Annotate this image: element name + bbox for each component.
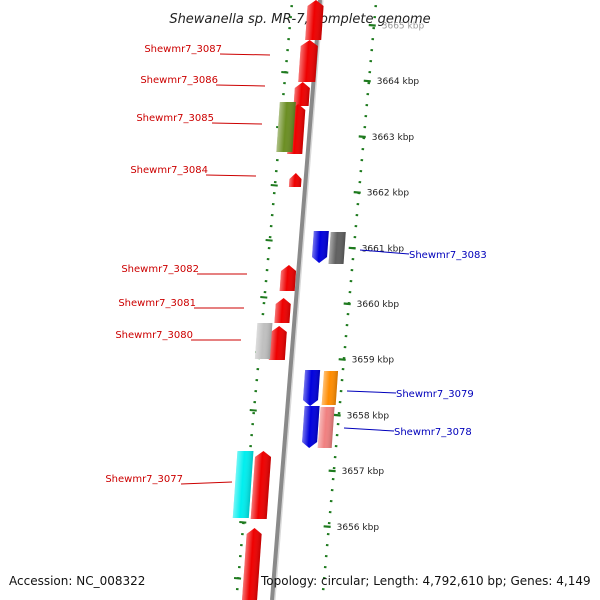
gene-red-feature[interactable] <box>288 173 302 187</box>
label-leader-line <box>219 53 271 56</box>
gene-red-feature[interactable] <box>274 298 291 323</box>
inner-tick-dash <box>260 296 268 299</box>
backbone-line <box>270 0 322 600</box>
inner-tick-dash <box>249 409 257 412</box>
topology-text: Topology: circular; Length: 4,792,610 bp… <box>261 574 591 588</box>
gene-label[interactable]: Shewmr7_3079 <box>396 389 474 400</box>
gene-blue-feature[interactable] <box>302 406 320 448</box>
accession-text: Accession: NC_008322 <box>9 574 146 588</box>
gene-label[interactable]: Shewmr7_3086 <box>140 75 218 86</box>
scale-tick <box>368 23 376 27</box>
scale-label: 3665 kbp <box>382 22 425 32</box>
gene-label[interactable]: Shewmr7_3087 <box>144 44 222 55</box>
inner-tick-dash <box>239 521 247 524</box>
gene-olive-feature[interactable] <box>276 102 296 152</box>
scale-label: 3664 kbp <box>377 77 420 87</box>
scale-label: 3661 kbp <box>362 244 405 254</box>
scale-label: 3663 kbp <box>372 133 415 143</box>
scale-tick <box>358 135 366 139</box>
label-leader-line <box>343 427 395 432</box>
scale-label: 3658 kbp <box>347 411 390 421</box>
gene-red-feature[interactable] <box>279 265 297 291</box>
scale-tick <box>353 191 361 194</box>
scale-label: 3662 kbp <box>367 189 410 199</box>
scale-tick <box>343 302 351 306</box>
scale-tick <box>338 358 346 361</box>
gene-label[interactable]: Shewmr7_3078 <box>394 427 472 438</box>
scale-label: 3656 kbp <box>337 523 380 533</box>
gene-red-feature[interactable] <box>298 40 318 82</box>
inner-tick-dash <box>270 184 278 187</box>
scale-label: 3659 kbp <box>352 356 395 366</box>
gene-cyan-feature[interactable] <box>232 451 254 518</box>
gene-label[interactable]: Shewmr7_3082 <box>121 264 199 275</box>
scale-label: 3660 kbp <box>357 300 400 310</box>
map-title: Shewanella sp. MR-7, complete genome <box>169 12 430 27</box>
inner-tick-dash <box>265 239 273 242</box>
gene-red-feature[interactable] <box>305 0 324 40</box>
gene-labels: Shewmr7_3087 Shewmr7_3086 Shewmr7_3085 Shew… <box>105 44 486 485</box>
scale-tick <box>323 525 331 528</box>
gene-lightgray-feature[interactable] <box>254 323 273 359</box>
scale-tick <box>333 413 341 417</box>
gene-label[interactable]: Shewmr7_3084 <box>130 165 208 176</box>
gene-features <box>232 0 346 600</box>
inner-tick-dash <box>281 71 289 74</box>
gene-red-feature[interactable] <box>242 528 262 600</box>
scale-tick <box>348 246 356 250</box>
gene-label[interactable]: Shewmr7_3083 <box>409 250 487 261</box>
gene-orange-feature[interactable] <box>321 371 339 405</box>
label-leader-line <box>346 390 397 394</box>
scale-tick <box>363 79 371 83</box>
gene-pink-feature[interactable] <box>317 407 335 448</box>
label-leader-line <box>215 84 266 87</box>
gene-red-feature[interactable] <box>268 326 287 360</box>
gene-label[interactable]: Shewmr7_3080 <box>115 330 193 341</box>
scale-tick <box>328 469 336 473</box>
label-leader-line <box>205 174 257 177</box>
inner-tick-dash <box>233 577 242 580</box>
gene-label[interactable]: Shewmr7_3081 <box>118 298 196 309</box>
label-leader-line <box>359 249 410 255</box>
gene-label[interactable]: Shewmr7_3085 <box>136 113 214 124</box>
gene-blue-feature[interactable] <box>312 231 329 263</box>
gene-red-feature[interactable] <box>250 451 272 519</box>
gene-gray-feature[interactable] <box>328 232 346 264</box>
scale-ticks: 3665 kbp 3664 kbp 3663 kbp 3662 kbp 3661 kbp… <box>323 22 425 533</box>
gene-label[interactable]: Shewmr7_3077 <box>105 474 183 485</box>
label-leader-line <box>211 122 263 125</box>
scale-label: 3657 kbp <box>342 467 385 477</box>
gene-blue-feature[interactable] <box>303 370 321 406</box>
gene-red-feature[interactable] <box>293 82 311 106</box>
genome-backbone <box>270 0 324 600</box>
label-leader-line <box>180 481 233 485</box>
